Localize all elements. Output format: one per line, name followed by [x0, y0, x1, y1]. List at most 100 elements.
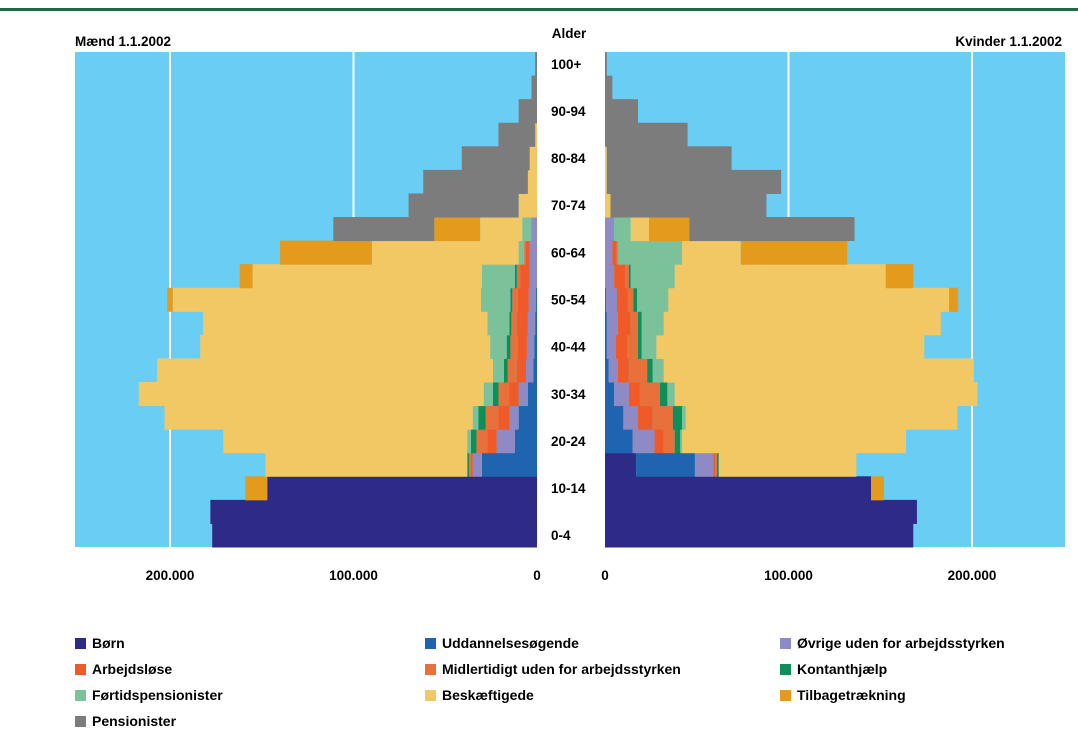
- bar-men-25-29-7: [164, 405, 473, 430]
- bar-women-65-69-2: [605, 217, 615, 242]
- bar-men-15-19-7: [265, 452, 468, 477]
- bar-men-35-39-5: [503, 358, 508, 383]
- age-label: 0-4: [551, 528, 571, 543]
- bar-men-55-59-3: [520, 264, 530, 289]
- bar-men-65-69-7: [480, 217, 523, 242]
- age-label: 40-44: [551, 340, 586, 355]
- bar-women-45-49-3: [617, 311, 631, 336]
- legend-label: Tilbagetrækning: [797, 687, 906, 703]
- age-axis-title: Alder: [552, 26, 587, 41]
- bar-women-30-34-6: [667, 382, 675, 407]
- legend-label: Arbejdsløse: [92, 661, 173, 677]
- bar-women-40-44-7: [656, 334, 925, 359]
- age-label: 30-34: [551, 387, 586, 402]
- bar-men-60-64-6: [518, 240, 525, 265]
- bar-men-20-24-6: [467, 429, 471, 454]
- bar-women-60-64-8: [740, 240, 848, 265]
- bar-women-15-19-0: [605, 452, 637, 477]
- bar-women-45-49-1: [605, 311, 607, 336]
- legend-item: Førtidspensionister: [75, 686, 223, 704]
- bar-men-45-49-1: [535, 311, 537, 336]
- bar-men-40-44-7: [200, 334, 491, 359]
- bar-women-40-44-4: [627, 334, 639, 359]
- bar-women-20-24-2: [632, 429, 655, 454]
- bar-men-15-19-1: [481, 452, 537, 477]
- bar-women-25-29-4: [652, 405, 673, 430]
- bar-women-45-49-2: [606, 311, 618, 336]
- population-pyramid-chart: Mænd 1.1.2002 Kvinder 1.1.2002 Alder 0-4…: [75, 26, 1065, 583]
- bar-men-45-49-4: [511, 311, 517, 336]
- bar-men-20-24-5: [470, 429, 477, 454]
- bar-men-20-24-7: [223, 429, 468, 454]
- bar-men-15-19-5: [467, 452, 470, 477]
- bar-women-25-29-1: [605, 405, 624, 430]
- bar-women-75-79-9: [606, 169, 782, 194]
- bar-men-35-39-4: [507, 358, 517, 383]
- bar-men-50-54-2: [528, 287, 537, 312]
- bar-men-45-49-6: [487, 311, 510, 336]
- bar-women-15-19-4: [715, 452, 717, 477]
- bar-women-25-29-2: [623, 405, 639, 430]
- legend-label: Uddannelsesøgende: [442, 635, 579, 651]
- bar-women-40-44-1: [605, 334, 607, 359]
- bar-women-50-54-3: [616, 287, 628, 312]
- legend-item: Arbejdsløse: [75, 660, 172, 678]
- bar-men-60-64-3: [525, 240, 530, 265]
- bar-women-30-34-1: [605, 382, 615, 407]
- bar-men-65-69-9: [333, 217, 435, 242]
- bar-men-55-59-4: [516, 264, 521, 289]
- bar-women-50-54-8: [949, 287, 959, 312]
- bar-women-50-54-6: [637, 287, 669, 312]
- legend-item: Øvrige uden for arbejdsstyrken: [780, 634, 1005, 652]
- bar-women-15-19-5: [716, 452, 719, 477]
- bar-women-55-59-2: [605, 264, 615, 289]
- bar-men-35-39-1: [533, 358, 537, 383]
- bar-women-70-74-7: [605, 193, 611, 218]
- bar-women-50-54-2: [605, 287, 617, 312]
- bar-women-45-49-7: [663, 311, 941, 336]
- bar-women-50-54-7: [668, 287, 950, 312]
- legend-swatch: [75, 689, 86, 701]
- bar-women-55-59-6: [630, 264, 675, 289]
- bar-women-45-49-6: [641, 311, 664, 336]
- tick-label-left: 0: [533, 568, 541, 583]
- bar-women-25-29-5: [672, 405, 683, 430]
- bar-men-25-29-3: [498, 405, 510, 430]
- bar-men-40-44-6: [490, 334, 507, 359]
- legend-swatch: [425, 663, 436, 675]
- bar-men-55-59-8: [239, 264, 253, 289]
- legend-item: Midlertidigt uden for arbejdsstyrken: [425, 660, 681, 678]
- bar-women-35-39-6: [652, 358, 664, 383]
- legend-item: Pensionister: [75, 712, 176, 730]
- bar-women-95-99-9: [605, 75, 613, 100]
- legend-label: Midlertidigt uden for arbejdsstyrken: [442, 661, 681, 677]
- bar-men-50-54-1: [536, 287, 537, 312]
- bar-women-70-74-9: [610, 193, 767, 218]
- bar-men-45-49-2: [527, 311, 536, 336]
- legend-label: Øvrige uden for arbejdsstyrken: [797, 635, 1005, 651]
- bar-women-30-34-7: [674, 382, 978, 407]
- bar-women-15-19-7: [718, 452, 857, 477]
- bar-men-40-44-4: [510, 334, 518, 359]
- bar-men-65-69-8: [434, 217, 481, 242]
- bar-men-70-74-9: [408, 193, 519, 218]
- bar-women-35-39-7: [663, 358, 974, 383]
- legend-swatch: [780, 663, 791, 675]
- bar-women-20-24-5: [674, 429, 681, 454]
- legend-label: Kontanthjælp: [797, 661, 888, 677]
- legend-swatch: [780, 637, 791, 649]
- bar-women-10-14-0: [605, 476, 872, 501]
- bar-women-60-64-7: [682, 240, 741, 265]
- bar-men-50-54-3: [517, 287, 529, 312]
- bar-men-60-64-7: [371, 240, 519, 265]
- bar-women-80-84-7: [605, 146, 607, 171]
- bar-women-50-54-4: [627, 287, 634, 312]
- bar-women-20-24-7: [682, 429, 906, 454]
- tick-label-left: 200.000: [146, 568, 195, 583]
- bar-women-35-39-5: [647, 358, 653, 383]
- bar-men-35-39-6: [492, 358, 504, 383]
- bar-women-30-34-5: [660, 382, 668, 407]
- bar-men-40-44-1: [534, 334, 537, 359]
- bar-women-10-14-8: [871, 476, 884, 501]
- bar-women-25-29-7: [685, 405, 958, 430]
